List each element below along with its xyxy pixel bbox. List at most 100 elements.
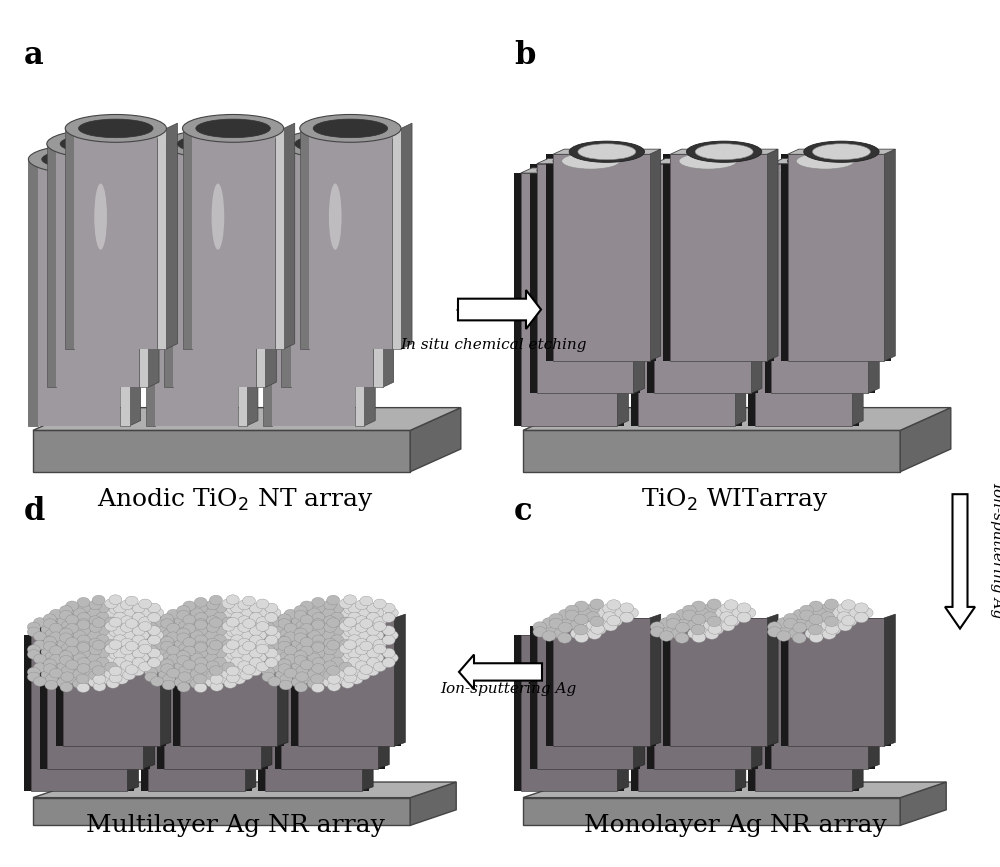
Circle shape — [574, 607, 588, 617]
Circle shape — [104, 609, 117, 618]
Circle shape — [607, 616, 621, 626]
Circle shape — [705, 629, 719, 639]
Circle shape — [708, 608, 722, 618]
Circle shape — [268, 640, 281, 650]
Circle shape — [351, 666, 364, 675]
Circle shape — [348, 603, 361, 613]
Circle shape — [845, 608, 859, 618]
Circle shape — [213, 603, 226, 613]
Polygon shape — [771, 164, 868, 394]
Circle shape — [189, 662, 202, 671]
Circle shape — [77, 597, 90, 607]
Circle shape — [704, 612, 718, 623]
Circle shape — [350, 652, 363, 662]
Circle shape — [671, 629, 685, 639]
Circle shape — [549, 618, 563, 629]
Polygon shape — [298, 618, 394, 746]
Circle shape — [822, 620, 836, 630]
Circle shape — [385, 630, 398, 640]
Polygon shape — [617, 168, 629, 426]
Text: Ion-sputtering Ag: Ion-sputtering Ag — [440, 682, 576, 696]
Polygon shape — [265, 139, 276, 388]
Circle shape — [193, 629, 206, 639]
Circle shape — [177, 605, 190, 616]
Circle shape — [77, 618, 90, 629]
Circle shape — [148, 658, 161, 668]
Circle shape — [132, 621, 144, 630]
Circle shape — [805, 620, 819, 630]
Circle shape — [351, 612, 364, 622]
Text: d: d — [24, 496, 45, 527]
Circle shape — [710, 624, 724, 635]
Polygon shape — [670, 149, 778, 154]
Circle shape — [265, 658, 278, 668]
Polygon shape — [256, 144, 265, 388]
Circle shape — [604, 621, 618, 631]
Polygon shape — [166, 123, 177, 349]
Circle shape — [77, 612, 90, 623]
Ellipse shape — [79, 119, 153, 138]
Circle shape — [80, 612, 93, 622]
Circle shape — [240, 630, 253, 640]
Circle shape — [348, 626, 361, 636]
Circle shape — [339, 624, 352, 635]
Polygon shape — [263, 160, 272, 426]
Circle shape — [837, 603, 851, 614]
Polygon shape — [65, 128, 74, 349]
Circle shape — [335, 629, 347, 639]
Circle shape — [854, 612, 868, 623]
Circle shape — [331, 649, 344, 658]
Circle shape — [278, 664, 291, 674]
Circle shape — [89, 661, 102, 670]
Circle shape — [90, 624, 103, 635]
Circle shape — [174, 677, 187, 688]
Circle shape — [100, 642, 113, 652]
Circle shape — [307, 679, 320, 688]
Circle shape — [238, 638, 251, 648]
Circle shape — [132, 635, 145, 645]
Circle shape — [278, 659, 291, 668]
Ellipse shape — [788, 151, 863, 172]
Circle shape — [92, 621, 105, 630]
Text: TiO$_2$ WITarray: TiO$_2$ WITarray — [641, 486, 829, 512]
Bar — [173, 144, 256, 388]
Circle shape — [243, 596, 255, 606]
Circle shape — [233, 643, 246, 653]
Polygon shape — [401, 123, 412, 349]
Polygon shape — [164, 626, 261, 768]
Circle shape — [355, 623, 368, 632]
Circle shape — [307, 669, 320, 679]
Circle shape — [367, 635, 380, 645]
Bar — [781, 154, 891, 361]
Circle shape — [708, 624, 722, 635]
Circle shape — [45, 614, 58, 623]
Circle shape — [222, 631, 235, 641]
Circle shape — [243, 642, 255, 651]
Polygon shape — [143, 623, 155, 768]
Bar — [155, 160, 238, 426]
Circle shape — [151, 640, 164, 650]
Circle shape — [178, 627, 191, 636]
Polygon shape — [410, 407, 461, 472]
Circle shape — [252, 616, 265, 626]
Circle shape — [295, 637, 307, 647]
Circle shape — [324, 661, 336, 670]
Circle shape — [243, 619, 255, 629]
Circle shape — [240, 608, 253, 617]
Circle shape — [33, 617, 46, 628]
Circle shape — [135, 616, 148, 626]
Ellipse shape — [76, 205, 89, 277]
Circle shape — [570, 629, 584, 639]
Circle shape — [109, 628, 122, 638]
Circle shape — [296, 606, 308, 616]
Circle shape — [238, 662, 250, 671]
Circle shape — [198, 665, 211, 675]
Circle shape — [217, 642, 230, 652]
Circle shape — [210, 636, 223, 646]
Ellipse shape — [313, 119, 388, 138]
Circle shape — [265, 603, 278, 613]
Circle shape — [104, 647, 117, 657]
Circle shape — [316, 665, 329, 675]
Polygon shape — [638, 168, 746, 173]
Polygon shape — [130, 154, 141, 426]
